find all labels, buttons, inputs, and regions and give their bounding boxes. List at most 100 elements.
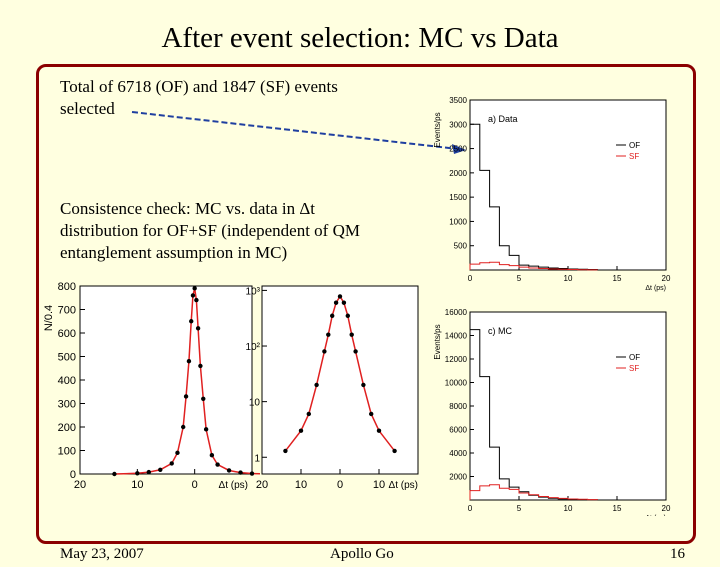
- summary-text: Total of 6718 (OF) and 1847 (SF) events …: [60, 76, 338, 120]
- y-tick-label: 2000: [449, 473, 467, 482]
- data-point: [361, 382, 366, 388]
- chart-log-dt: 10³ 10² 10 1 20 10 0 10 Δt (ps): [246, 285, 419, 491]
- x-tick-label: 15: [613, 504, 622, 513]
- legend-label-sf: SF: [629, 152, 639, 161]
- data-point: [376, 428, 382, 433]
- data-point: [190, 293, 196, 298]
- x-axis-label: Δt (ps): [645, 285, 666, 292]
- chart-mc-hist: 16000 14000 12000 10000 8000 6000 4000 2000 0 5 10…: [433, 308, 671, 516]
- x-tick-label: 5: [517, 274, 522, 283]
- consistency-text: Consistence check: MC vs. data in Δt dis…: [60, 198, 360, 264]
- y-tick-label: 0: [70, 469, 76, 481]
- chart-data-hist: 3500 3000 2500 2000 1500 1000 500 0 5 10 15 20 Event…: [433, 96, 671, 292]
- data-point: [112, 471, 117, 477]
- data-point: [306, 411, 311, 417]
- data-point: [201, 396, 206, 401]
- y-tick-label: 700: [58, 305, 76, 317]
- consistency-line-1: Consistence check: MC vs. data in Δt: [60, 199, 316, 218]
- data-point: [249, 471, 255, 476]
- data-point: [192, 286, 197, 291]
- data-point: [333, 300, 339, 305]
- y-tick-label: 4000: [449, 449, 467, 458]
- data-point: [330, 313, 335, 318]
- y-tick-label: 400: [58, 375, 76, 387]
- data-point: [298, 428, 304, 433]
- data-point: [392, 448, 397, 454]
- x-tick-label: 0: [192, 479, 198, 491]
- data-point: [158, 467, 163, 472]
- y-tick-label: 500: [58, 352, 76, 364]
- y-tick-label: 100: [58, 446, 76, 458]
- data-point: [322, 349, 327, 354]
- plot-area: [79, 285, 253, 475]
- y-tick-label: 10²: [246, 342, 261, 353]
- data-point: [349, 332, 354, 337]
- y-tick-label: 1: [254, 453, 260, 464]
- y-tick-label: 10000: [445, 379, 468, 388]
- summary-line-2: selected: [60, 99, 115, 118]
- data-point: [169, 461, 174, 466]
- legend-label-of: OF: [629, 353, 640, 362]
- y-axis-label: Events/ps: [433, 112, 442, 147]
- data-point: [195, 326, 201, 331]
- data-point: [341, 300, 347, 305]
- data-point: [146, 469, 151, 475]
- data-point: [345, 313, 350, 318]
- hist-sf: [469, 484, 598, 501]
- x-tick-label: 10: [295, 479, 307, 491]
- data-point: [183, 394, 189, 399]
- data-point: [186, 359, 192, 364]
- data-point: [181, 424, 186, 430]
- x-tick-label: 0: [337, 479, 343, 491]
- data-point: [226, 468, 232, 473]
- data-point: [189, 319, 194, 324]
- y-tick-label: 3000: [449, 120, 467, 129]
- plot-area: [261, 285, 419, 475]
- data-point: [135, 471, 140, 476]
- y-tick-label: 10³: [246, 286, 261, 297]
- data-point: [369, 411, 374, 417]
- data-point: [215, 462, 220, 467]
- x-axis-label: Δt (ps): [219, 480, 248, 491]
- y-axis-label: Events/ps: [433, 324, 442, 359]
- x-tick-label: 20: [662, 274, 671, 283]
- x-tick-label: 10: [564, 504, 573, 513]
- consistency-line-3: entanglement assumption in MC): [60, 243, 288, 262]
- y-tick-label: 16000: [445, 308, 468, 317]
- y-tick-label: 200: [58, 422, 76, 434]
- x-tick-label: 10: [131, 479, 143, 491]
- y-tick-label: 2000: [449, 169, 467, 178]
- footer-author: Apollo Go: [330, 546, 394, 562]
- x-tick-label: 5: [517, 504, 522, 513]
- slide-title: After event selection: MC vs Data: [161, 22, 559, 54]
- y-tick-label: 8000: [449, 402, 467, 411]
- y-tick-label: 2500: [449, 145, 467, 154]
- y-tick-label: 1000: [449, 217, 467, 226]
- y-tick-label: 500: [454, 242, 468, 251]
- legend-label-of: OF: [629, 141, 640, 150]
- footer-page-number: 16: [670, 546, 685, 562]
- x-axis-label: Δt (ps): [645, 515, 666, 516]
- x-tick-label: 20: [256, 479, 268, 491]
- data-point: [175, 450, 180, 456]
- data-point: [337, 294, 343, 299]
- y-tick-label: 12000: [445, 355, 468, 364]
- y-tick-label: 3500: [449, 96, 467, 105]
- x-tick-label: 10: [564, 274, 573, 283]
- data-point: [283, 448, 288, 454]
- legend-label-sf: SF: [629, 364, 639, 373]
- x-axis-label: Δt (ps): [389, 480, 418, 491]
- data-point: [203, 427, 209, 432]
- footer-date: May 23, 2007: [60, 546, 144, 562]
- y-tick-label: 6000: [449, 426, 467, 435]
- chart-title: c) MC: [488, 326, 512, 336]
- chart-title: a) Data: [488, 114, 518, 124]
- data-point: [326, 332, 331, 337]
- data-point: [198, 363, 203, 369]
- plot-area: [469, 99, 667, 271]
- data-point: [194, 297, 199, 303]
- data-point: [209, 453, 215, 458]
- y-tick-label: 14000: [445, 332, 468, 341]
